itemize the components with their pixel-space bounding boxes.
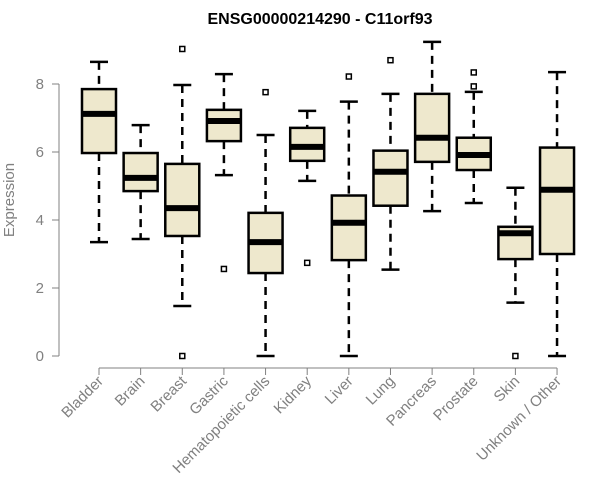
outlier-point [179,45,186,53]
x-tick-label: Liver [322,373,357,408]
box-gastric [205,72,243,273]
box-brain [122,123,159,241]
outlier-point [345,73,353,80]
box-pancreas [413,40,451,213]
y-tick-label: 4 [36,212,44,229]
outlier-point [179,352,186,360]
iqr-box [122,151,159,193]
y-axis-label: Expression [1,163,18,237]
x-tick-label: Bladder [58,373,107,422]
x-tick-label: Kidney [271,372,316,417]
box-breast [164,45,201,360]
outlier-point [470,69,478,76]
outlier-point [262,88,269,96]
iqr-box [372,149,409,207]
box-lung [372,56,409,271]
iqr-box [330,194,368,262]
chart-title: ENSG00000214290 - C11orf93 [207,11,432,28]
outlier-point [512,352,519,360]
x-tick-label: Prostate [430,373,482,425]
outlier-point [387,56,394,64]
x-tick-label: Brain [112,373,149,410]
box-prostate [455,69,493,205]
box-skin [497,186,534,360]
box-hematopoietic-cells [247,88,284,358]
y-tick-label: 6 [36,144,44,161]
y-tick-label: 8 [36,76,44,93]
outlier-point [220,265,228,273]
y-tick-label: 2 [36,280,44,297]
x-tick-label: Skin [491,373,524,406]
box-liver [330,73,368,358]
outlier-point [303,259,311,267]
box-unknown-other [538,70,576,358]
boxes [80,40,576,360]
iqr-box [80,87,118,155]
box-bladder [80,60,118,244]
iqr-box [205,108,243,143]
y-tick-label: 0 [36,348,44,365]
iqr-box [413,92,451,164]
outlier-point [470,83,478,90]
y-axis: 0 2 4 6 8 [36,76,60,365]
x-tick-label: Breast [147,372,190,415]
box-kidney [288,109,326,267]
x-tick-label: Lung [363,373,399,409]
iqr-box [538,146,576,256]
iqr-box [164,162,201,238]
